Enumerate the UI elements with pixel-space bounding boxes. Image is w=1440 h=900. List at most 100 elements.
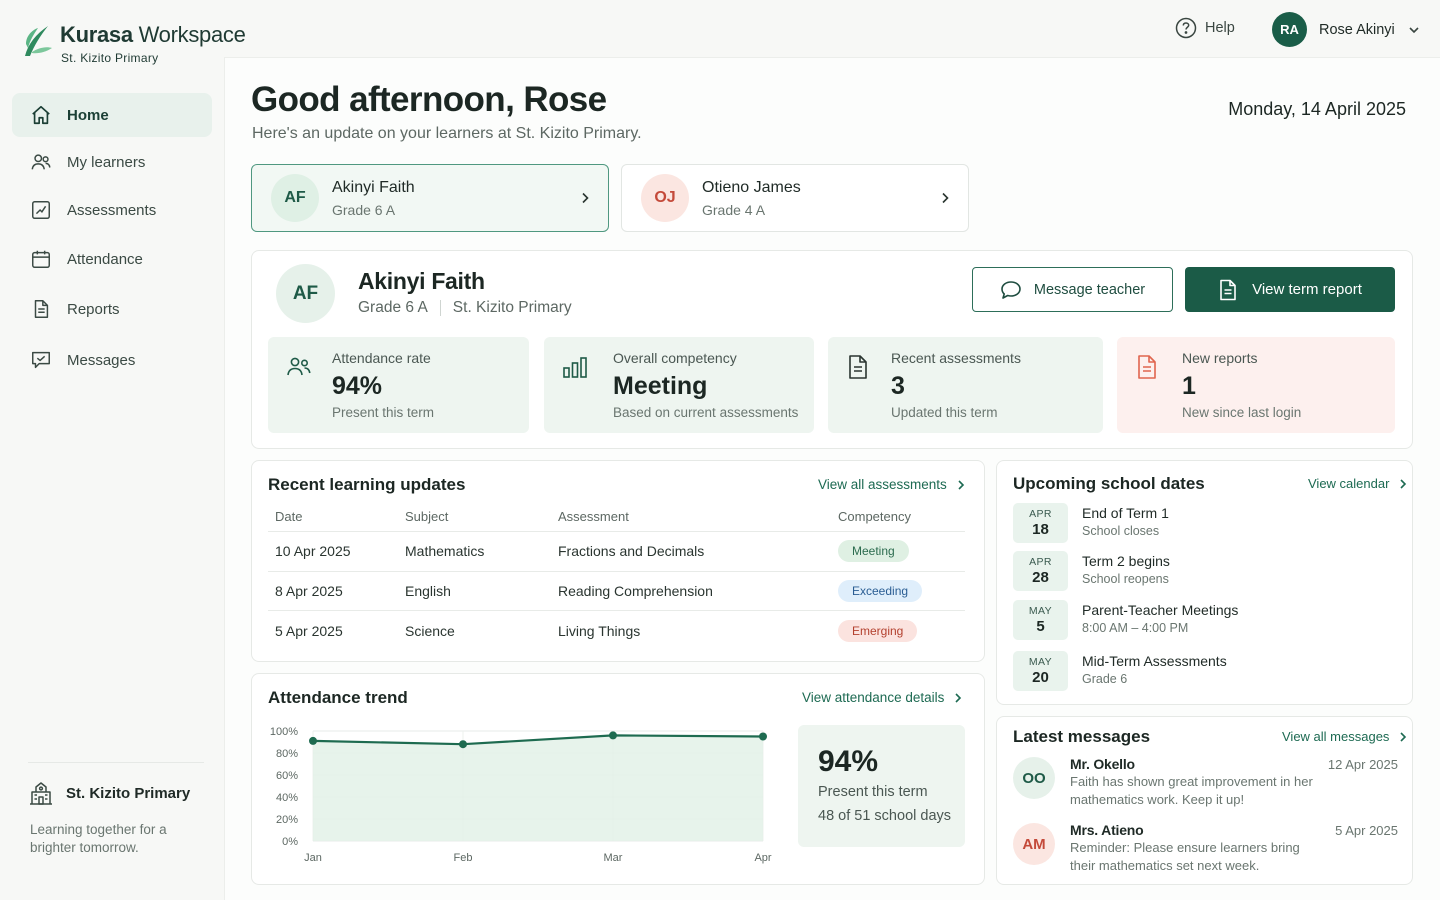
brand-logo[interactable]: Kurasa Workspace St. Kizito Primary	[22, 22, 246, 65]
help-icon	[1175, 17, 1197, 39]
event-subtitle: School reopens	[1082, 572, 1169, 586]
report-icon	[1138, 355, 1156, 379]
x-tick-label: Apr	[754, 852, 771, 864]
summary-days: 48 of 51 school days	[818, 808, 952, 824]
user-menu[interactable]: RA Rose Akinyi	[1272, 12, 1421, 47]
section-title: Attendance trend	[268, 688, 408, 707]
document-icon	[1220, 279, 1236, 300]
date-day: 28	[1032, 569, 1049, 586]
view-term-report-button[interactable]: View term report	[1185, 267, 1395, 312]
bar-chart-icon	[563, 357, 587, 378]
document-icon	[849, 355, 867, 379]
section-title: Upcoming school dates	[1013, 474, 1205, 493]
link-label: View all assessments	[818, 477, 947, 492]
sidebar-item-my-learners[interactable]: My learners	[12, 140, 212, 184]
sidebar-item-label: Assessments	[67, 201, 157, 219]
learner-grade: Grade 4 A	[702, 201, 766, 218]
sidebar-item-assessments[interactable]: Assessments	[12, 188, 212, 232]
stat-recent-assessments: Recent assessments 3 Updated this term	[828, 337, 1103, 433]
chevron-right-icon	[1400, 731, 1407, 742]
cell-subject: English	[405, 583, 451, 599]
help-button[interactable]: Help	[1175, 17, 1235, 39]
learner-name: Otieno James	[702, 178, 801, 196]
summary-value: 94%	[818, 745, 879, 778]
stat-note: Present this term	[332, 405, 435, 420]
date-month: APR	[1029, 556, 1052, 568]
view-attendance-details-link[interactable]: View attendance details	[802, 690, 964, 705]
attendance-summary: 94% Present this term 48 of 51 school da…	[798, 725, 965, 847]
avatar: RA	[1272, 12, 1307, 47]
data-point	[459, 740, 467, 749]
learner-name: Akinyi Faith	[332, 178, 415, 196]
status-badge: Meeting	[838, 540, 909, 562]
avatar: AM	[1013, 823, 1055, 865]
sidebar-item-label: Home	[67, 106, 109, 124]
cell-subject: Mathematics	[405, 543, 485, 559]
date-month: MAY	[1028, 605, 1053, 617]
document-icon	[34, 300, 49, 318]
stat-value: 94%	[332, 372, 383, 400]
message-item[interactable]: AM Mrs. Atieno Reminder: Please ensure l…	[1013, 822, 1398, 875]
latest-messages-card	[996, 716, 1413, 885]
list-item[interactable]: MAY 20 Mid-Term Assessments Grade 6	[1013, 651, 1227, 691]
avatar: AF	[276, 264, 335, 323]
calendar-icon	[32, 250, 50, 268]
cell-date: 10 Apr 2025	[275, 543, 351, 559]
sidebar-tagline: Learning together for a brighter tomorro…	[30, 822, 167, 855]
stat-new-reports: New reports 1 New since last login	[1117, 337, 1395, 433]
stat-label: Attendance rate	[332, 350, 431, 366]
message-preview: Faith has shown great improvement in her…	[1070, 774, 1313, 807]
cell-assessment: Fractions and Decimals	[558, 543, 705, 559]
school-building-icon	[30, 782, 52, 805]
sidebar-item-reports[interactable]: Reports	[12, 287, 212, 331]
stat-overall-competency: Overall competency Meeting Based on curr…	[544, 337, 814, 433]
cell-assessment: Living Things	[558, 623, 641, 639]
x-tick-label: Feb	[454, 852, 473, 864]
date-badge: APR 28	[1013, 551, 1068, 591]
leaf-logo-icon	[25, 26, 52, 56]
view-calendar-link[interactable]: View calendar	[1308, 476, 1409, 491]
chevron-down-icon	[1409, 26, 1419, 33]
sidebar-item-label: My learners	[67, 153, 146, 171]
stat-label: New reports	[1182, 350, 1258, 366]
page-title: Good afternoon, Rose	[251, 80, 607, 119]
sidebar-item-messages[interactable]: Messages	[12, 338, 212, 382]
message-teacher-button[interactable]: Message teacher	[972, 267, 1173, 312]
date-day: 5	[1036, 618, 1045, 635]
chart-icon	[32, 201, 50, 219]
button-label: View term report	[1252, 281, 1362, 298]
stat-label: Recent assessments	[891, 350, 1021, 366]
list-item[interactable]: APR 28 Term 2 begins School reopens	[1013, 551, 1170, 591]
message-date: 12 Apr 2025	[1327, 757, 1398, 772]
date-day: 18	[1032, 521, 1049, 538]
brand-name: Kurasa Workspace	[60, 22, 246, 47]
data-point	[609, 731, 617, 740]
help-label: Help	[1205, 20, 1235, 36]
attendance-line-chart: 100% 80% 60% 40% 20% 0% Jan Feb Mar Apr	[270, 726, 772, 864]
list-item[interactable]: APR 18 End of Term 1 School closes	[1013, 503, 1169, 543]
avatar: OO	[1013, 757, 1055, 799]
users-icon	[31, 154, 51, 170]
data-point	[309, 736, 317, 745]
learner-name: Akinyi Faith	[358, 268, 485, 294]
sidebar-item-home[interactable]: Home	[12, 93, 212, 137]
sidebar-item-attendance[interactable]: Attendance	[12, 237, 212, 281]
chevron-right-icon	[1400, 478, 1407, 489]
stat-value: Meeting	[613, 372, 708, 400]
user-name: Rose Akinyi	[1319, 21, 1395, 38]
link-label: View all messages	[1282, 729, 1390, 744]
cell-date: 8 Apr 2025	[275, 583, 343, 599]
current-date: Monday, 14 April 2025	[1228, 99, 1406, 119]
view-all-assessments-link[interactable]: View all assessments	[818, 477, 967, 492]
event-subtitle: School closes	[1082, 524, 1160, 538]
table-divider	[268, 610, 965, 611]
learner-chip-otieno[interactable]: OJ Otieno James Grade 4 A	[621, 164, 969, 232]
status-badge: Emerging	[838, 620, 918, 642]
message-item[interactable]: OO Mr. Okello Faith has shown great impr…	[1013, 756, 1398, 809]
column-header: Competency	[838, 509, 911, 524]
list-item[interactable]: MAY 5 Parent-Teacher Meetings 8:00 AM – 4:…	[1013, 600, 1238, 640]
link-label: View calendar	[1308, 476, 1390, 491]
y-tick-label: 20%	[276, 814, 298, 826]
view-all-messages-link[interactable]: View all messages	[1282, 729, 1409, 744]
learner-chip-akinyi[interactable]: AF Akinyi Faith Grade 6 A	[251, 164, 609, 232]
